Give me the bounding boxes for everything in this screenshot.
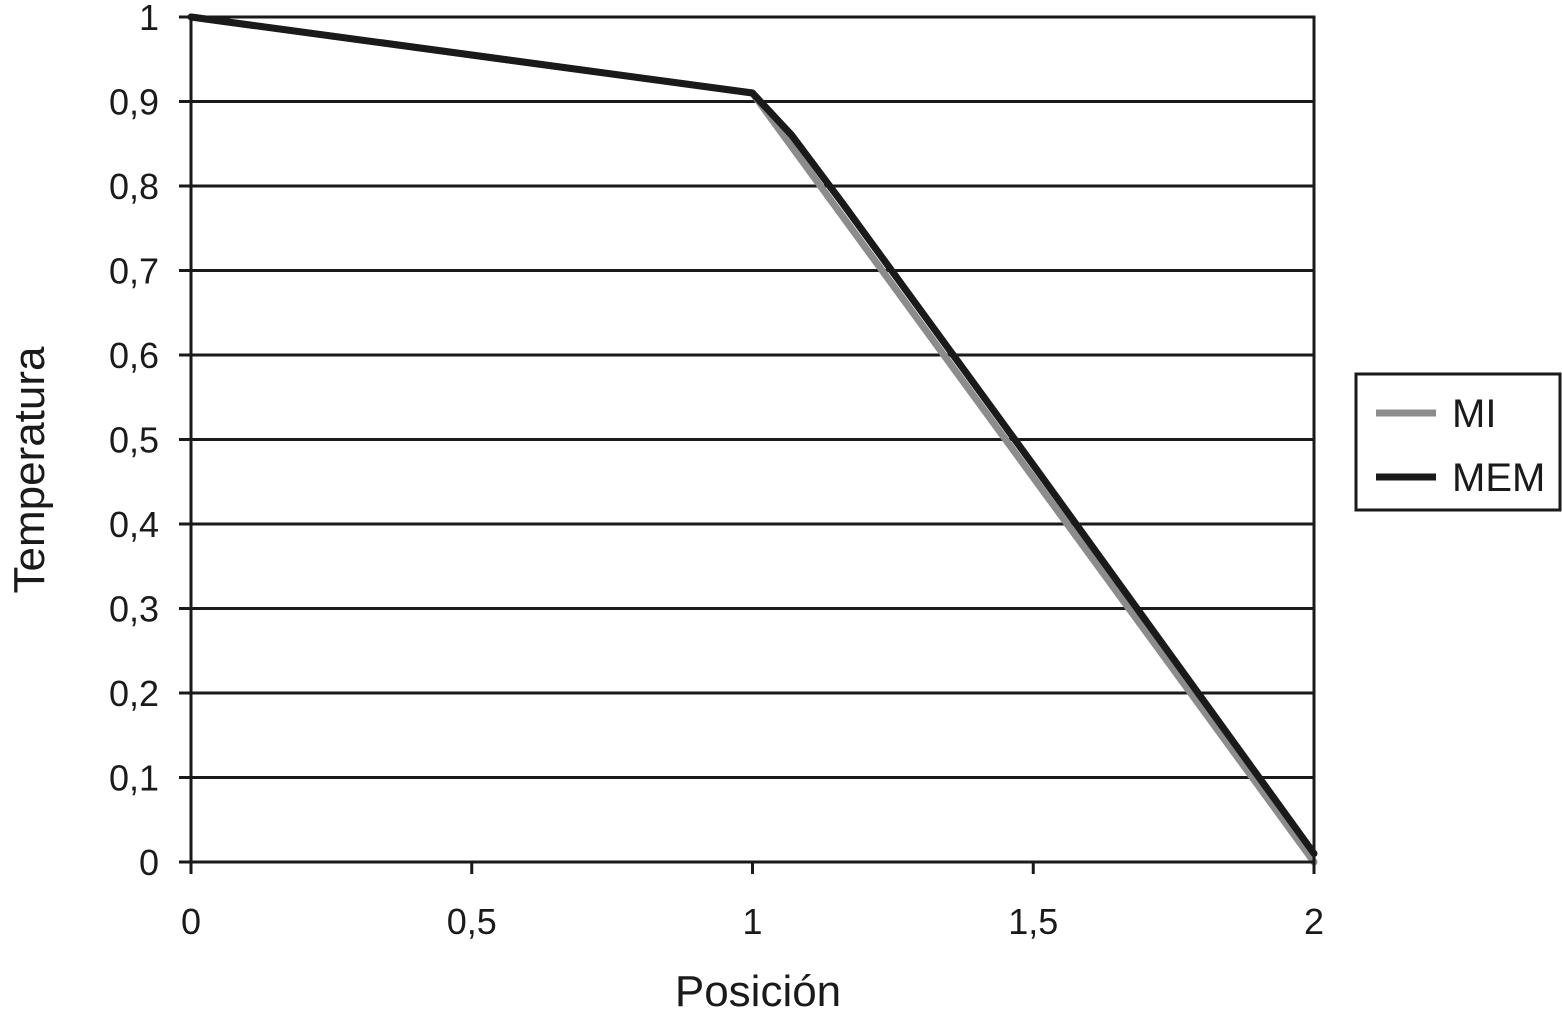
y-tick-label: 0,5: [109, 420, 159, 461]
y-tick-label: 0,7: [109, 251, 159, 292]
y-tick-label: 0,4: [109, 504, 159, 545]
series-lines: [187, 13, 1318, 866]
y-tick-label: 0,9: [109, 82, 159, 123]
y-tick-label: 0,8: [109, 166, 159, 207]
y-tick-label: 0: [139, 842, 159, 883]
y-tick-label: 0,2: [109, 673, 159, 714]
x-tick-label: 1: [742, 901, 762, 942]
x-axis-ticks: 0 0,5 1 1,5 2: [181, 862, 1324, 942]
y-tick-label: 1: [139, 0, 159, 38]
y-tick-label: 0,1: [109, 758, 159, 799]
x-tick-label: 2: [1304, 901, 1324, 942]
gridlines: [191, 100, 1314, 779]
y-tick-label: 0,6: [109, 335, 159, 376]
x-axis-label: Posición: [675, 967, 841, 1016]
y-tick-label: 0,3: [109, 589, 159, 630]
legend-label-mem: MEM: [1452, 456, 1545, 500]
series-line-mem: [187, 13, 1318, 857]
x-tick-label: 1,5: [1008, 901, 1058, 942]
y-axis-label: Temperatura: [5, 346, 54, 594]
x-tick-label: 0: [181, 901, 201, 942]
legend-label-mi: MI: [1452, 392, 1496, 436]
legend: MI MEM: [1354, 372, 1562, 512]
x-tick-label: 0,5: [447, 901, 497, 942]
legend-box: [1354, 372, 1562, 512]
y-axis-ticks: 0 0,1 0,2 0,3 0,4 0,5 0,6 0,7 0,8 0,9 1: [109, 0, 191, 883]
